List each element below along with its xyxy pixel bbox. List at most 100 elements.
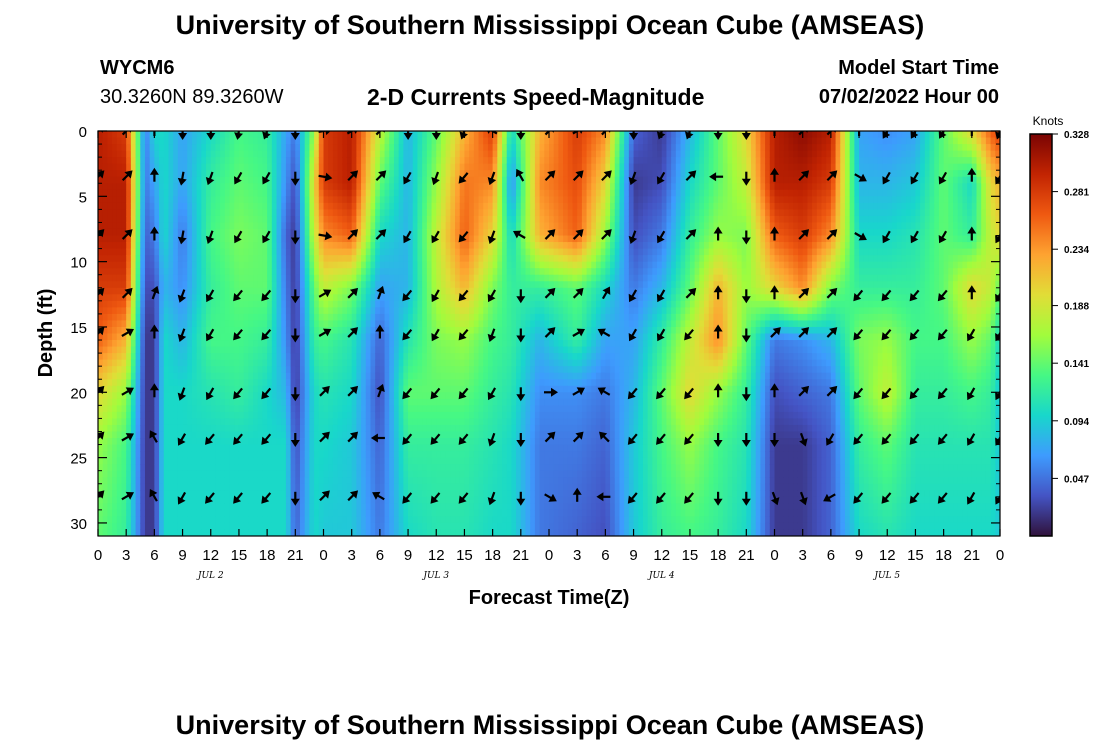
heatmap-cell <box>473 248 480 256</box>
heatmap-cell <box>290 248 296 256</box>
heatmap-cell <box>196 438 202 446</box>
heatmap-cell <box>182 300 188 308</box>
heatmap-cell <box>431 157 437 165</box>
heatmap-cell <box>201 385 207 393</box>
heatmap-cell <box>450 268 456 276</box>
heatmap-cell <box>144 248 151 256</box>
heatmap-cell <box>426 464 433 472</box>
heatmap-cell <box>408 300 414 308</box>
heatmap-cell <box>426 157 433 165</box>
heatmap-cell <box>356 196 362 204</box>
heatmap-cell <box>450 163 456 171</box>
heatmap-cell <box>121 274 127 282</box>
heatmap-cell <box>98 242 104 250</box>
heatmap-cell <box>300 228 306 237</box>
heatmap-cell <box>337 320 343 328</box>
heatmap-cell <box>361 137 367 145</box>
heatmap-cell <box>229 424 235 433</box>
heatmap-cell <box>187 183 193 191</box>
heatmap-cell <box>229 359 235 367</box>
heatmap-cell <box>234 215 240 224</box>
heatmap-cell <box>290 457 296 465</box>
heatmap-cell <box>304 333 311 341</box>
heatmap-cell <box>464 215 470 224</box>
heatmap-cell <box>337 496 343 504</box>
heatmap-cell <box>309 509 315 517</box>
heatmap-cell <box>318 248 325 256</box>
heatmap-cell <box>309 529 315 536</box>
heatmap-cell <box>450 470 456 478</box>
heatmap-cell <box>426 222 433 230</box>
heatmap-cell <box>365 287 372 295</box>
heatmap-cell <box>389 157 395 165</box>
heatmap-cell <box>337 176 343 184</box>
heatmap-cell <box>450 483 456 491</box>
heatmap-cell <box>337 516 343 524</box>
heatmap-cell <box>267 438 273 446</box>
heatmap-cell <box>337 372 343 380</box>
heatmap-cell <box>187 470 193 478</box>
heatmap-cell <box>422 196 428 204</box>
heatmap-cell <box>384 255 390 263</box>
heatmap-cell <box>408 157 414 165</box>
heatmap-cell <box>412 268 419 276</box>
heatmap-cell <box>177 398 184 406</box>
heatmap-cell <box>295 307 301 315</box>
heatmap-cell <box>473 131 480 139</box>
heatmap-cell <box>206 281 212 289</box>
heatmap-cell <box>370 438 376 446</box>
heatmap-cell <box>318 379 325 387</box>
heatmap-cell <box>140 451 146 459</box>
heatmap-cell <box>130 385 137 393</box>
heatmap-cell <box>389 464 395 472</box>
heatmap-cell <box>417 366 423 374</box>
heatmap-cell <box>361 490 367 498</box>
heatmap-cell <box>116 379 123 387</box>
heatmap-cell <box>206 424 212 433</box>
heatmap-cell <box>126 424 132 433</box>
heatmap-cell <box>337 405 343 413</box>
heatmap-cell <box>168 438 174 446</box>
heatmap-cell <box>112 359 118 367</box>
heatmap-cell <box>309 398 315 406</box>
heatmap-cell <box>408 411 414 420</box>
heatmap-cell <box>422 163 428 171</box>
heatmap-cell <box>459 366 466 374</box>
heatmap-cell <box>173 346 179 354</box>
heatmap-cell <box>290 307 296 315</box>
heatmap-cell <box>422 255 428 263</box>
heatmap-cell <box>98 398 104 406</box>
heatmap-cell <box>201 196 207 204</box>
heatmap-cell <box>440 529 447 536</box>
heatmap-cell <box>168 261 174 269</box>
heatmap-cell <box>445 287 451 295</box>
heatmap-cell <box>464 379 470 387</box>
heatmap-cell <box>243 183 249 191</box>
heatmap-cell <box>393 477 400 485</box>
heatmap-cell <box>361 163 367 171</box>
heatmap-cell <box>177 483 184 491</box>
heatmap-cell <box>370 294 376 302</box>
heatmap-cell <box>328 209 334 217</box>
heatmap-cell <box>177 163 184 171</box>
heatmap-cell <box>318 255 325 263</box>
heatmap-cell <box>224 340 231 348</box>
heatmap-cell <box>257 157 264 165</box>
heatmap-cell <box>314 496 320 504</box>
heatmap-cell <box>408 464 414 472</box>
heatmap-cell <box>276 438 282 446</box>
heatmap-cell <box>323 163 329 171</box>
heatmap-cell <box>253 274 259 282</box>
heatmap-cell <box>440 313 447 322</box>
heatmap-cell <box>393 209 400 217</box>
heatmap-cell <box>140 307 146 315</box>
heatmap-cell <box>295 255 301 263</box>
heatmap-cell <box>276 202 282 210</box>
heatmap-cell <box>389 183 395 191</box>
heatmap-cell <box>332 340 339 348</box>
heatmap-cell <box>403 215 409 224</box>
heatmap-cell <box>455 222 461 230</box>
heatmap-cell <box>455 529 461 536</box>
heatmap-cell <box>356 424 362 433</box>
heatmap-cell <box>309 490 315 498</box>
